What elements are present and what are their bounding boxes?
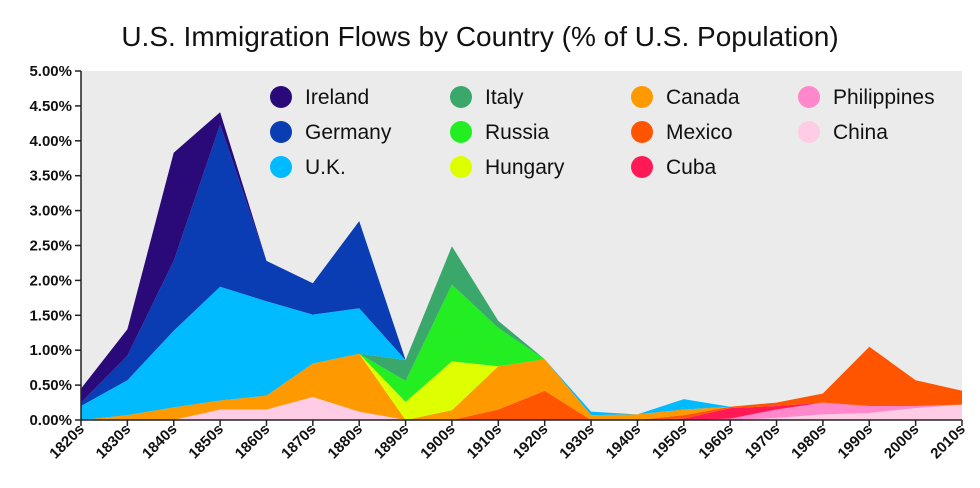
legend-label-italy: Italy bbox=[485, 86, 524, 109]
x-tick-label: 1870s bbox=[278, 421, 320, 463]
area-cuba bbox=[81, 397, 962, 420]
y-tick-label: 1.00% bbox=[29, 342, 72, 359]
legend-swatch-u-k bbox=[270, 156, 292, 178]
area-u-k bbox=[81, 246, 962, 420]
x-tick-label: 1940s bbox=[603, 421, 645, 463]
x-tick-label: 1850s bbox=[185, 421, 227, 463]
x-tick-label: 1840s bbox=[139, 421, 181, 463]
area-china bbox=[81, 397, 962, 420]
area-canada bbox=[81, 346, 962, 420]
legend-swatch-canada bbox=[631, 86, 653, 108]
x-tick-label: 1900s bbox=[417, 421, 459, 463]
y-tick-label: 5.00% bbox=[29, 63, 72, 80]
area-germany bbox=[81, 124, 962, 415]
legend-label-ireland: Ireland bbox=[305, 86, 369, 109]
legend-label-hungary: Hungary bbox=[485, 156, 565, 179]
x-tick-label: 1960s bbox=[695, 421, 737, 463]
x-tick-label: 1980s bbox=[788, 421, 830, 463]
x-tick-label: 1890s bbox=[371, 421, 413, 463]
legend-swatch-ireland bbox=[270, 86, 292, 108]
y-tick-label: 2.00% bbox=[29, 272, 72, 289]
legend-swatch-cuba bbox=[631, 156, 653, 178]
legend-label-russia: Russia bbox=[485, 121, 550, 144]
y-tick-label: 4.50% bbox=[29, 98, 72, 115]
legend-swatch-china bbox=[798, 121, 820, 143]
legend-swatch-germany bbox=[270, 121, 292, 143]
legend-label-canada: Canada bbox=[666, 86, 740, 109]
legend-label-philippines: Philippines bbox=[833, 86, 935, 109]
y-tick-label: 1.50% bbox=[29, 307, 72, 324]
legend-label-mexico: Mexico bbox=[666, 121, 733, 144]
x-tick-label: 1920s bbox=[510, 421, 552, 463]
x-tick-label: 1930s bbox=[556, 421, 598, 463]
y-tick-label: 2.50% bbox=[29, 238, 72, 255]
x-tick-label: 1860s bbox=[232, 421, 274, 463]
x-tick-label: 1880s bbox=[325, 421, 367, 463]
chart-title: U.S. Immigration Flows by Country (% of … bbox=[121, 21, 838, 52]
legend-swatch-russia bbox=[450, 121, 472, 143]
y-tick-label: 3.50% bbox=[29, 168, 72, 185]
y-tick-label: 4.00% bbox=[29, 133, 72, 150]
legend-swatch-hungary bbox=[450, 156, 472, 178]
legend-swatch-italy bbox=[450, 86, 472, 108]
legend-label-u-k: U.K. bbox=[305, 156, 346, 179]
y-tick-label: 3.00% bbox=[29, 203, 72, 220]
x-tick-label: 1990s bbox=[835, 421, 877, 463]
legend-label-china: China bbox=[833, 121, 888, 144]
y-tick-label: 0.00% bbox=[29, 412, 72, 429]
x-tick-label: 2010s bbox=[927, 421, 969, 463]
area-layers bbox=[81, 112, 962, 420]
y-tick-label: 0.50% bbox=[29, 377, 72, 394]
legend-swatch-mexico bbox=[631, 121, 653, 143]
area-mexico bbox=[81, 346, 962, 420]
legend-label-germany: Germany bbox=[305, 121, 392, 144]
legend-swatch-philippines bbox=[798, 86, 820, 108]
x-tick-label: 1970s bbox=[742, 421, 784, 463]
area-russia bbox=[81, 284, 962, 420]
area-philippines bbox=[81, 397, 962, 420]
x-tick-label: 1950s bbox=[649, 421, 691, 463]
x-tick-label: 2000s bbox=[881, 421, 923, 463]
x-tick-label: 1830s bbox=[93, 421, 135, 463]
legend: Ireland Germany U.K. Italy Russia Hungary Cana… bbox=[270, 86, 935, 179]
x-tick-label: 1910s bbox=[464, 421, 506, 463]
legend-label-cuba: Cuba bbox=[666, 156, 717, 179]
